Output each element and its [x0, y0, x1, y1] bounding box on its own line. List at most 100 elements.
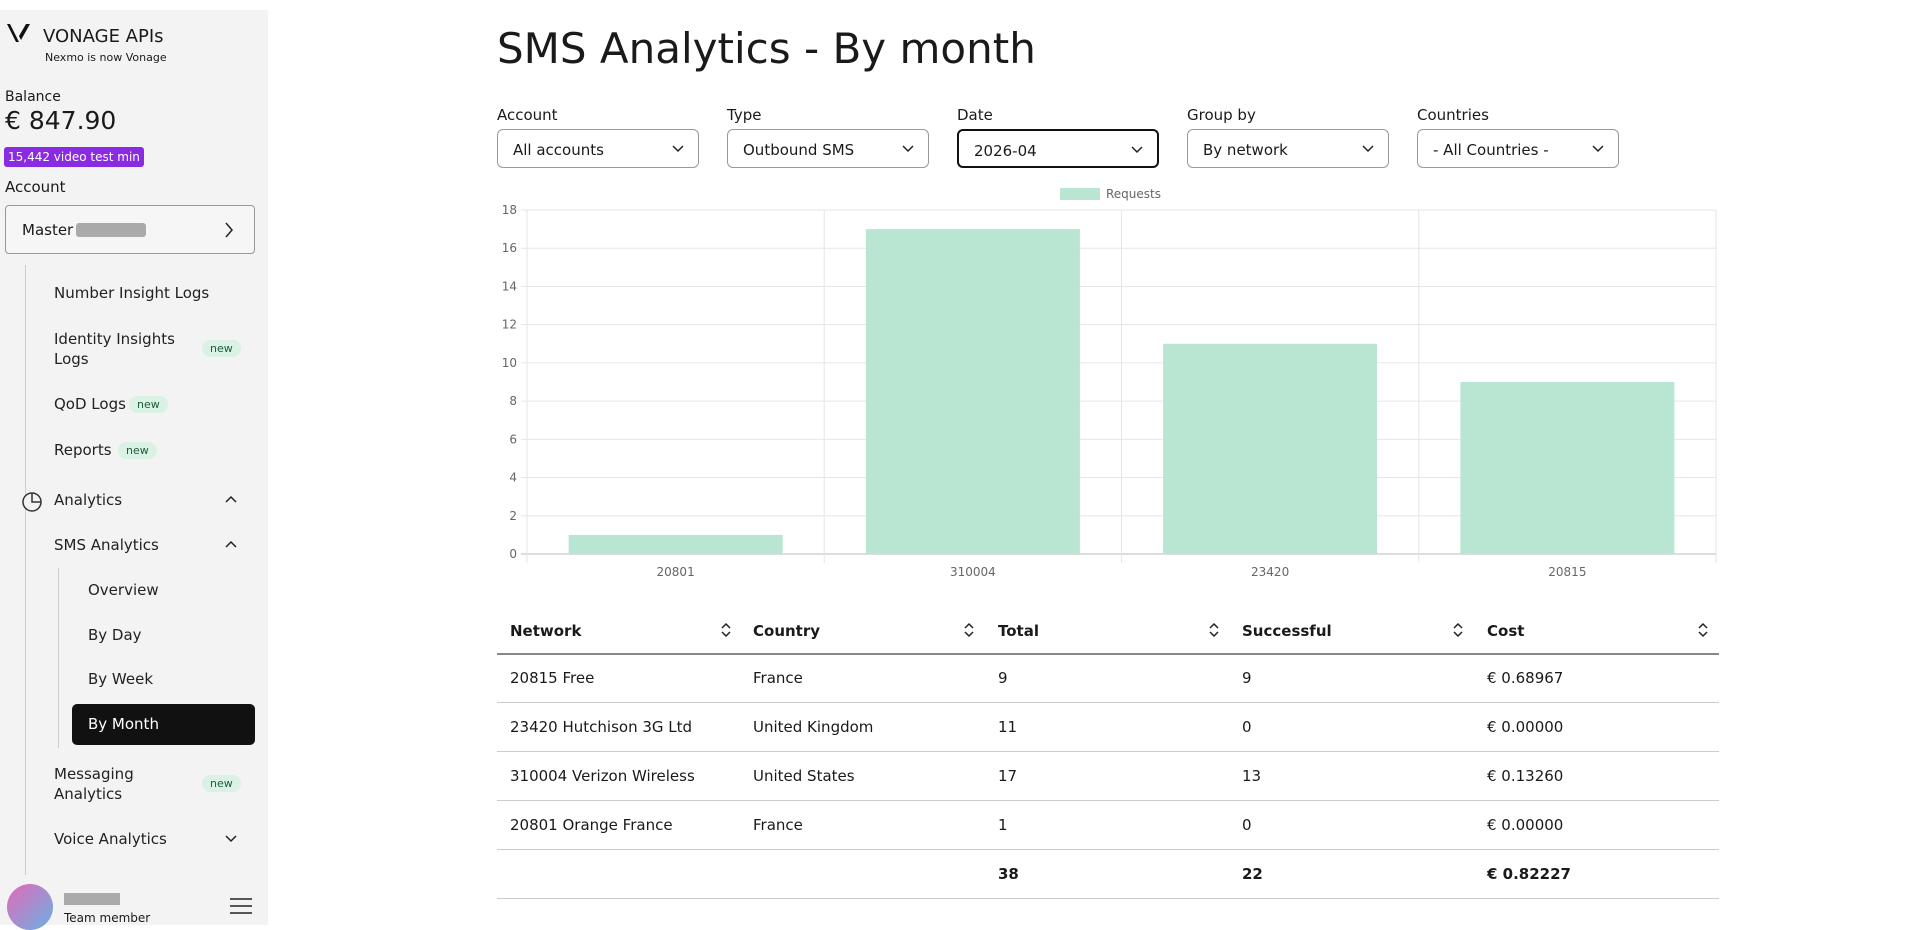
table-cell: 9 [998, 669, 1008, 687]
filter-select[interactable]: - All Countries - [1417, 129, 1619, 168]
table-cell: 11 [998, 718, 1018, 736]
blurred-name [64, 893, 120, 905]
chevron [902, 145, 914, 153]
x-tick-label: 310004 [950, 565, 996, 579]
column-header[interactable]: Total [998, 622, 1039, 640]
total-cell: € 0.82227 [1487, 865, 1571, 883]
nav-item[interactable]: By Week [88, 670, 154, 688]
new-badge: new [118, 442, 157, 459]
table-cell: € 0.13260 [1487, 767, 1564, 785]
table-cell: 0 [1242, 816, 1252, 834]
nav-item[interactable]: Number Insight Logs [54, 284, 210, 302]
chevron [225, 495, 237, 503]
bar [568, 534, 783, 554]
brand: VONAGE APIs [43, 26, 164, 47]
column-header[interactable]: Successful [1242, 622, 1332, 640]
table-cell: 20801 Orange France [510, 816, 673, 834]
active-nav[interactable]: By Month [72, 704, 255, 745]
sort-icon[interactable] [964, 622, 974, 642]
sort-icon[interactable] [1209, 622, 1219, 642]
bar [1163, 343, 1378, 554]
table-cell: 0 [1242, 718, 1252, 736]
legend-swatch [1060, 188, 1100, 200]
row-rule [497, 898, 1719, 899]
total-cell: 22 [1242, 865, 1263, 883]
account-switcher[interactable]: Master ( [5, 205, 255, 254]
sort-arrows [1453, 622, 1463, 638]
sort-icon[interactable] [721, 622, 731, 642]
nav-item[interactable]: Voice Analytics [54, 830, 167, 848]
chevron [1362, 145, 1374, 153]
table-cell: France [753, 816, 803, 834]
blurred-name [76, 223, 146, 237]
table-cell: France [753, 669, 803, 687]
filter-label: Date [957, 106, 993, 124]
y-tick-label: 12 [502, 318, 517, 332]
tree-line [58, 568, 59, 748]
account-value: Master ( [22, 221, 84, 239]
filter-select[interactable]: All accounts [497, 129, 699, 168]
sort-arrows [721, 622, 731, 638]
chevron [225, 835, 237, 843]
balance-label: Balance [5, 89, 61, 105]
chevron [1592, 145, 1604, 153]
sort-icon[interactable] [1698, 622, 1708, 642]
row-rule [497, 849, 1719, 850]
y-tick-label: 10 [502, 356, 517, 370]
bar [1460, 382, 1675, 554]
sort-icon[interactable] [1453, 622, 1463, 642]
filter-label: Group by [1187, 106, 1256, 124]
total-cell: 38 [998, 865, 1019, 883]
column-header[interactable]: Network [510, 622, 582, 640]
menu-button[interactable] [230, 897, 252, 915]
new-badge: new [202, 340, 241, 357]
avatar[interactable] [7, 884, 53, 930]
filter-select[interactable]: Outbound SMS [727, 129, 929, 168]
table-cell: € 0.00000 [1487, 816, 1564, 834]
y-tick-label: 8 [509, 394, 517, 408]
column-header[interactable]: Cost [1487, 622, 1525, 640]
filter-label: Account [497, 106, 558, 124]
x-tick-label: 20815 [1548, 565, 1586, 579]
column-header[interactable]: Country [753, 622, 821, 640]
nav-item[interactable]: Overview [88, 581, 159, 599]
row-rule [497, 702, 1719, 703]
y-tick-label: 16 [502, 241, 517, 255]
sort-arrows [1209, 622, 1219, 638]
filter-label: Type [727, 106, 762, 124]
nav-item[interactable]: SMS Analytics [54, 536, 159, 554]
page-title: SMS Analytics - By month [497, 24, 1036, 73]
nav-item[interactable]: By Day [88, 626, 142, 644]
video-badge: 15,442 video test min [4, 147, 144, 167]
nav-item[interactable]: QoD Logs [54, 395, 126, 413]
balance: € 847.90 [5, 106, 117, 135]
table-cell: United Kingdom [753, 718, 874, 736]
nav-item[interactable]: Reports [54, 441, 112, 459]
filter-select[interactable]: 2026-04 [957, 129, 1159, 168]
sort-arrows [1698, 622, 1708, 638]
sort-arrows [964, 622, 974, 638]
chart: 0 2 4 6 8 10 12 14 16 18 Requests 20801 310004 23420 2… [502, 187, 1717, 579]
table-cell: € 0.68967 [1487, 669, 1564, 687]
nav-item[interactable]: Identity Insights Logs [54, 330, 175, 368]
tagline: Nexmo is now Vonage [45, 51, 167, 64]
table-cell: 20815 Free [510, 669, 595, 687]
x-tick-label: 23420 [1251, 565, 1289, 579]
chevron [1131, 146, 1143, 154]
tree-line [25, 265, 26, 875]
table-cell: € 0.00000 [1487, 718, 1564, 736]
filter-label: Countries [1417, 106, 1489, 124]
bar [865, 229, 1080, 554]
legend-label: Requests [1106, 187, 1161, 201]
y-tick-label: 6 [509, 432, 517, 446]
nav-item[interactable]: Messaging Analytics [54, 765, 134, 803]
chevron [225, 540, 237, 548]
table-cell: United States [753, 767, 855, 785]
filter-select[interactable]: By network [1187, 129, 1389, 168]
table-cell: 17 [998, 767, 1018, 785]
nav-item[interactable]: Analytics [54, 491, 123, 509]
nav-item: By Month [88, 715, 159, 733]
table-cell: 13 [1242, 767, 1262, 785]
row-rule [497, 751, 1719, 752]
